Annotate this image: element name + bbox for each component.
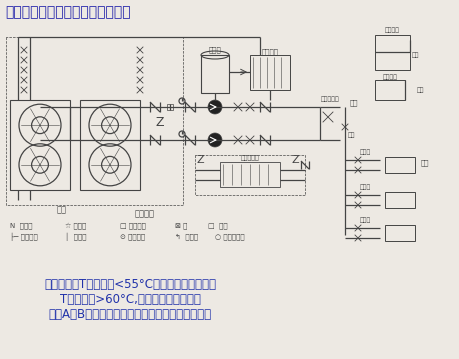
- Text: 若正常，且T生活出水<55°C则继续运行热水水泵: 若正常，且T生活出水<55°C则继续运行热水水泵: [44, 278, 216, 291]
- Text: ⊙ 循环水泵: ⊙ 循环水泵: [120, 234, 145, 240]
- Text: 补水: 补水: [410, 52, 418, 58]
- Text: 天风: 天风: [420, 160, 428, 166]
- Text: □  垃圾: □ 垃圾: [207, 223, 227, 229]
- Text: 三级水: 三级水: [358, 217, 370, 223]
- Text: 只要A，B压缩机中有一个停，生活热水水泵立即停: 只要A，B压缩机中有一个停，生活热水水泵立即停: [48, 308, 211, 321]
- Text: 二级水: 二级水: [358, 184, 370, 190]
- Text: Z: Z: [291, 155, 298, 165]
- Text: ⊠ 阀: ⊠ 阀: [174, 223, 187, 229]
- Bar: [384, 225, 414, 241]
- Bar: [219, 162, 280, 187]
- Text: 一级水: 一级水: [358, 149, 370, 155]
- Text: 溢水: 溢水: [415, 87, 423, 93]
- Text: □ 水流开关: □ 水流开关: [120, 223, 146, 229]
- Text: Z: Z: [196, 155, 203, 165]
- Text: │  温度计: │ 温度计: [65, 233, 86, 241]
- Text: T生活出水>60°C,则停生活热水水泵；: T生活出水>60°C,则停生活热水水泵；: [59, 293, 200, 306]
- Text: 制冷模式下对生活热水水泵的控制: 制冷模式下对生活热水水泵的控制: [5, 5, 130, 19]
- Bar: [80, 100, 140, 190]
- Bar: [249, 55, 289, 90]
- Bar: [384, 157, 414, 173]
- Text: 压差旁通阀: 压差旁通阀: [320, 96, 339, 102]
- Text: ○ 自动排气阀: ○ 自动排气阀: [214, 234, 244, 240]
- Circle shape: [207, 133, 222, 147]
- Text: 补给水箱: 补给水箱: [384, 27, 398, 33]
- Text: 热水用户: 热水用户: [261, 49, 278, 55]
- Bar: [384, 192, 414, 208]
- Text: 蓄水箱: 蓄水箱: [208, 47, 221, 53]
- Text: ↰  止回阀: ↰ 止回阀: [174, 234, 198, 241]
- Text: N  截止阀: N 截止阀: [10, 223, 33, 229]
- Text: 冷水: 冷水: [349, 100, 358, 106]
- Bar: [10, 100, 70, 190]
- Bar: [201, 55, 229, 93]
- Text: ☆ 压力表: ☆ 压力表: [65, 223, 86, 229]
- Text: 膨胀水箱: 膨胀水箱: [382, 74, 397, 80]
- Text: 冷水: 冷水: [347, 132, 355, 138]
- Text: Z: Z: [156, 117, 164, 130]
- Text: ├─ 粗过滤器: ├─ 粗过滤器: [10, 233, 38, 241]
- Bar: [374, 80, 404, 100]
- Text: 主机: 主机: [57, 205, 67, 214]
- Circle shape: [207, 100, 222, 114]
- Text: 辅助蓄热器: 辅助蓄热器: [240, 155, 259, 161]
- Bar: [374, 35, 409, 70]
- Bar: [167, 104, 173, 110]
- Text: 符号说明: 符号说明: [134, 210, 155, 219]
